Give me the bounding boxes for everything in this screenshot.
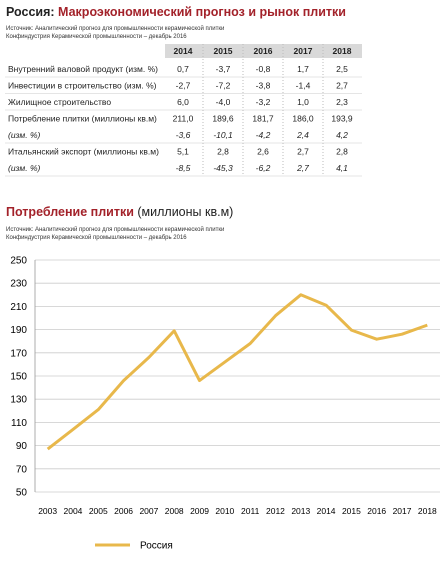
cell-value: -45,3 xyxy=(213,163,233,173)
source: Источник: Аналитический прогноз для пром… xyxy=(6,25,224,32)
cell-value: 181,7 xyxy=(252,114,274,124)
cell-value: 2,7 xyxy=(297,147,309,157)
source: Источник: Аналитический прогноз для пром… xyxy=(6,226,224,233)
y-tick-label: 90 xyxy=(16,441,28,452)
row-label: (изм. %) xyxy=(8,130,41,140)
cell-value: 2,8 xyxy=(217,147,229,157)
cell-value: 189,6 xyxy=(212,114,234,124)
x-tick-label: 2008 xyxy=(165,506,184,516)
row-label: Потребление плитки (миллионы кв.м) xyxy=(8,114,157,124)
cell-value: -3,7 xyxy=(216,64,231,74)
row-label: (изм. %) xyxy=(8,163,41,173)
chart-title-main: Потребление плитки xyxy=(6,205,134,219)
legend-label: Россия xyxy=(140,541,173,552)
y-tick-label: 50 xyxy=(16,488,28,499)
cell-value: 2,6 xyxy=(257,147,269,157)
row-label: Внутренний валовой продукт (изм. %) xyxy=(8,64,158,74)
column-header: 2016 xyxy=(254,46,273,56)
cell-value: 2,5 xyxy=(336,64,348,74)
title-rest: Макроэкономический прогноз и рынок плитк… xyxy=(58,5,346,19)
cell-value: -8,5 xyxy=(176,163,191,173)
y-tick-label: 130 xyxy=(10,395,27,406)
header-bg xyxy=(165,44,362,58)
cell-value: -0,8 xyxy=(256,64,271,74)
x-tick-label: 2018 xyxy=(418,506,437,516)
title-country: Россия: xyxy=(6,5,55,19)
cell-value: -3,6 xyxy=(176,130,191,140)
cell-value: 211,0 xyxy=(173,114,194,124)
cell-value: 193,9 xyxy=(331,114,353,124)
cell-value: 2,8 xyxy=(336,147,348,157)
cell-value: -10,1 xyxy=(213,130,233,140)
y-tick-label: 190 xyxy=(10,325,27,336)
chart-title: Потребление плитки (миллионы кв.м) xyxy=(6,205,233,219)
column-header: 2017 xyxy=(294,46,313,56)
y-tick-label: 110 xyxy=(11,418,27,429)
x-tick-label: 2007 xyxy=(139,506,158,516)
y-tick-label: 150 xyxy=(10,372,27,383)
cell-value: -4,0 xyxy=(216,97,231,107)
source: Конфиндустрия Керамической промышленност… xyxy=(6,33,187,40)
x-tick-label: 2017 xyxy=(393,506,412,516)
x-tick-label: 2003 xyxy=(38,506,57,516)
cell-value: -6,2 xyxy=(256,163,271,173)
x-tick-label: 2004 xyxy=(64,506,83,516)
x-tick-label: 2013 xyxy=(291,506,310,516)
cell-value: -7,2 xyxy=(216,81,231,91)
cell-value: -3,2 xyxy=(256,97,271,107)
x-tick-label: 2016 xyxy=(367,506,386,516)
cell-value: 2,4 xyxy=(296,130,309,140)
cell-value: 6,0 xyxy=(177,97,189,107)
y-tick-label: 250 xyxy=(10,256,27,267)
chart-title-unit: (миллионы кв.м) xyxy=(137,205,233,219)
cell-value: 2,3 xyxy=(336,97,348,107)
x-tick-label: 2009 xyxy=(190,506,209,516)
row-label: Жилищное строительство xyxy=(8,97,111,107)
cell-value: 4,2 xyxy=(336,130,348,140)
row-label: Инвестиции в строительство (изм. %) xyxy=(8,81,157,91)
x-tick-label: 2006 xyxy=(114,506,133,516)
cell-value: -3,8 xyxy=(256,81,271,91)
source: Конфиндустрия Керамической промышленност… xyxy=(6,234,187,241)
cell-value: 2,7 xyxy=(336,81,348,91)
x-tick-label: 2015 xyxy=(342,506,361,516)
column-header: 2014 xyxy=(174,46,193,56)
y-tick-label: 230 xyxy=(10,279,27,290)
cell-value: -1,4 xyxy=(296,81,311,91)
cell-value: 1,7 xyxy=(297,64,309,74)
x-tick-label: 2011 xyxy=(241,506,260,516)
data-line xyxy=(46,293,428,451)
y-tick-label: 210 xyxy=(10,302,27,313)
column-header: 2015 xyxy=(214,46,233,56)
y-tick-label: 170 xyxy=(10,348,27,359)
cell-value: 2,7 xyxy=(296,163,309,173)
y-tick-label: 70 xyxy=(16,464,28,475)
row-label: Итальянский экспорт (миллионы кв.м) xyxy=(8,147,159,157)
x-tick-label: 2005 xyxy=(89,506,108,516)
cell-value: 0,7 xyxy=(177,64,189,74)
x-tick-label: 2014 xyxy=(317,506,336,516)
cell-value: 1,0 xyxy=(297,97,309,107)
cell-value: -2,7 xyxy=(176,81,191,91)
cell-value: 186,0 xyxy=(292,114,314,124)
x-tick-label: 2010 xyxy=(215,506,234,516)
cell-value: 5,1 xyxy=(177,147,189,157)
title: Россия: Макроэкономический прогноз и рын… xyxy=(6,5,346,19)
column-header: 2018 xyxy=(333,46,352,56)
cell-value: -4,2 xyxy=(256,130,271,140)
x-tick-label: 2012 xyxy=(266,506,285,516)
cell-value: 4,1 xyxy=(336,163,348,173)
